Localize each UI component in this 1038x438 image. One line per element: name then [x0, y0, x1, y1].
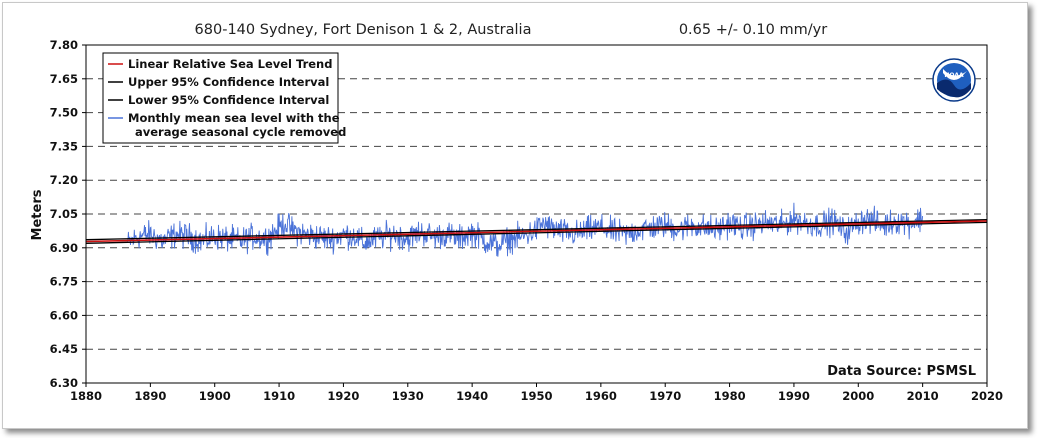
y-tick-label: 6.75 — [50, 275, 78, 289]
x-tick-label: 1960 — [585, 389, 617, 403]
data-source-note: Data Source: PSMSL — [827, 364, 976, 379]
noaa-logo: NOAA — [932, 58, 976, 102]
x-tick-label: 1900 — [199, 389, 231, 403]
x-tick-label: 1930 — [392, 389, 424, 403]
x-tick-label: 1990 — [778, 389, 810, 403]
sea-level-chart: 680-140 Sydney, Fort Denison 1 & 2, Aust… — [30, 22, 1003, 403]
trend-rate: 0.65 +/- 0.10 mm/yr — [679, 22, 827, 38]
x-tick-label: 1950 — [520, 389, 552, 403]
y-tick-label: 7.80 — [50, 38, 78, 52]
legend: Linear Relative Sea Level Trend Upper 95… — [102, 52, 346, 144]
chart-frame: 680-140 Sydney, Fort Denison 1 & 2, Aust… — [2, 2, 1028, 429]
y-tick-label: 6.45 — [50, 342, 78, 356]
y-axis-label: Meters — [30, 189, 45, 240]
x-tick-label: 1980 — [714, 389, 746, 403]
monthly-mean-line — [127, 202, 924, 257]
x-tick-label: 2020 — [971, 389, 1003, 403]
y-axis-ticks: 7.80 7.65 7.50 7.35 7.20 7.05 6.90 6.75 6.60 6.45… — [50, 38, 86, 390]
legend-label-monthly-2: average seasonal cycle removed — [135, 125, 346, 139]
x-tick-label: 1970 — [649, 389, 681, 403]
x-tick-label: 1880 — [70, 389, 102, 403]
y-tick-label: 6.30 — [50, 376, 78, 390]
y-tick-label: 6.90 — [50, 241, 78, 255]
x-tick-label: 1890 — [134, 389, 166, 403]
y-tick-label: 6.60 — [50, 308, 78, 322]
x-tick-label: 1920 — [327, 389, 359, 403]
x-tick-label: 1940 — [456, 389, 488, 403]
legend-label-trend: Linear Relative Sea Level Trend — [128, 57, 332, 71]
x-tick-label: 1910 — [263, 389, 295, 403]
svg-text:NOAA: NOAA — [944, 72, 964, 79]
monthly-series — [127, 202, 924, 257]
y-tick-label: 7.65 — [50, 72, 78, 86]
legend-label-monthly-1: Monthly mean sea level with the — [128, 111, 340, 125]
y-tick-label: 7.35 — [50, 139, 78, 153]
chart-title: 680-140 Sydney, Fort Denison 1 & 2, Aust… — [195, 22, 532, 38]
trend-line — [85, 220, 988, 243]
y-tick-label: 7.05 — [50, 207, 78, 221]
legend-box — [102, 52, 339, 144]
upper-ci-line — [85, 218, 988, 241]
x-tick-label: 2010 — [907, 389, 939, 403]
lower-ci-line — [85, 221, 988, 244]
y-tick-label: 7.50 — [50, 106, 78, 120]
legend-label-lower: Lower 95% Confidence Interval — [128, 93, 329, 107]
trend-lines — [85, 218, 988, 244]
x-axis-ticks: 1880 1890 1900 1910 1920 1930 1940 1950 1960 1970… — [70, 383, 1003, 403]
legend-label-upper: Upper 95% Confidence Interval — [128, 75, 329, 89]
y-tick-label: 7.20 — [50, 173, 78, 187]
x-tick-label: 2000 — [842, 389, 874, 403]
